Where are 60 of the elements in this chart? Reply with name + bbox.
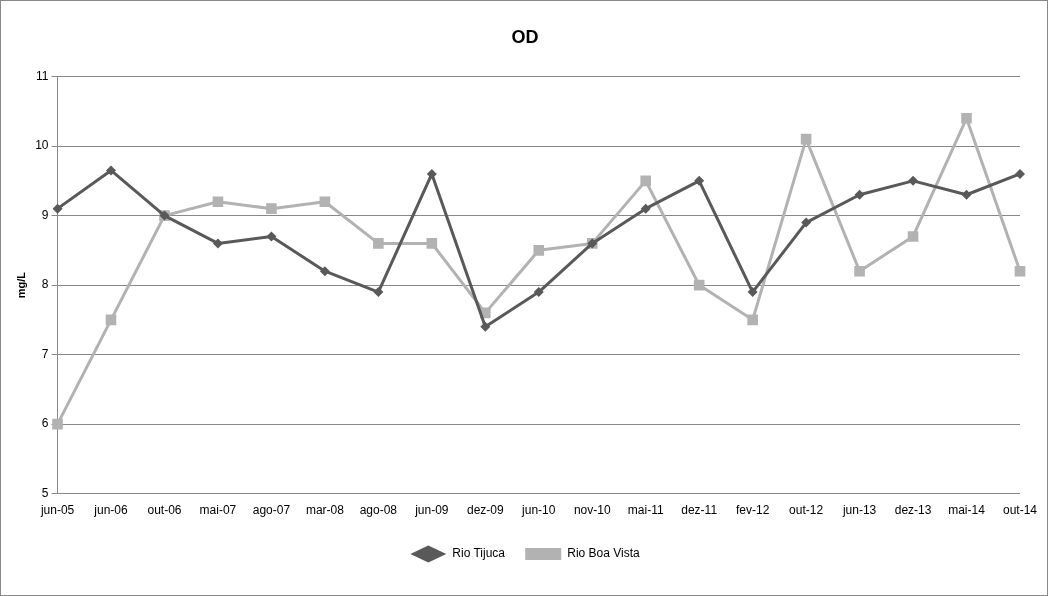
y-tick-label: 9 [41,207,49,222]
point [266,231,277,242]
x-tick-label: mai-11 [627,503,664,518]
y-tick-label: 8 [41,277,49,292]
y-axis-title: mg/L [14,271,27,299]
x-tick-label: nov-10 [573,503,611,518]
point [106,165,117,176]
point [907,231,919,242]
point [266,203,277,214]
x-tick-label: mar-08 [305,503,345,518]
chart-title: OD [511,26,539,47]
point [319,266,330,277]
point [640,175,652,187]
point [747,287,758,298]
x-tick-label: jun-10 [521,503,556,518]
x-tick-label: out-06 [147,503,182,518]
point [426,168,437,179]
x-tick-label: fev-12 [735,503,770,518]
point [640,203,651,214]
point [533,245,545,256]
point [212,196,224,207]
y-tick-label: 11 [36,68,49,83]
y-tick-label: 6 [41,416,49,431]
point [854,189,865,200]
point [52,203,63,214]
point [533,287,544,298]
point [426,238,438,249]
x-tick-label: dez-13 [894,503,932,518]
point [1014,265,1026,277]
point [1014,168,1025,179]
point [373,238,384,249]
x-tick-label: jun-09 [414,503,449,518]
point [212,238,223,249]
x-tick-label: ago-08 [359,503,398,518]
y-tick-label: 10 [35,138,49,153]
x-tick-label: out-12 [789,503,824,518]
point [747,314,758,326]
point [854,265,865,277]
point [319,196,331,207]
x-tick-label: jun-05 [39,503,75,518]
x-tick-label: dez-09 [466,503,504,518]
point [908,175,919,186]
point [52,418,63,430]
legend-label: Rio Boa Vista [567,546,641,561]
y-tick-label: 5 [41,485,49,500]
y-tick-label: 7 [41,346,49,361]
x-tick-label: mai-07 [199,503,237,518]
point [801,217,812,228]
point [961,113,972,124]
x-tick-label: out-14 [1002,503,1038,518]
point [480,321,491,332]
x-tick-label: jun-13 [841,503,877,518]
point [961,189,972,200]
x-tick-label: dez-11 [681,503,718,518]
x-tick-label: ago-07 [252,503,291,518]
point [373,287,384,298]
x-tick-label: jun-06 [93,503,129,518]
x-tick-label: mai-14 [948,503,986,518]
legend-label: Rio Tijuca [452,546,506,561]
point [694,175,705,186]
